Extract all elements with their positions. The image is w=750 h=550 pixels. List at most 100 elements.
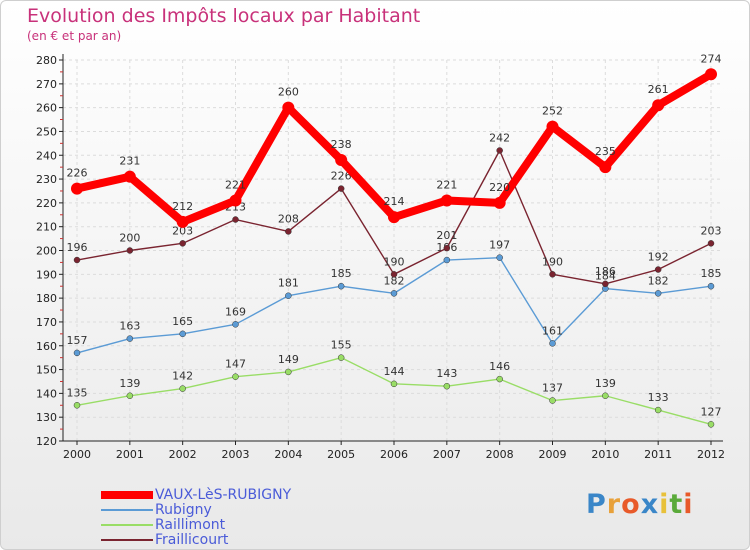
data-label: 139	[119, 377, 140, 390]
y-tick-label: 200	[36, 245, 57, 258]
legend-item-fraillicourt: Fraillicourt	[101, 532, 228, 548]
data-point	[229, 194, 242, 207]
data-label: 252	[542, 105, 563, 118]
data-point	[126, 392, 134, 400]
logo-letter: i	[659, 489, 670, 520]
data-label: 238	[331, 138, 352, 151]
data-point	[73, 349, 81, 357]
data-point	[176, 215, 189, 228]
y-tick-label: 120	[36, 435, 57, 448]
data-point	[443, 382, 451, 390]
legend-label: Rubigny	[155, 502, 212, 518]
data-label: 185	[701, 267, 722, 280]
data-point	[179, 330, 186, 338]
data-point	[179, 385, 186, 392]
data-label: 203	[172, 224, 193, 237]
data-point	[126, 247, 134, 254]
data-point	[285, 368, 292, 376]
data-point	[337, 354, 345, 361]
data-label: 155	[331, 339, 352, 352]
data-label: 274	[701, 52, 722, 65]
data-point	[232, 373, 239, 380]
data-label: 137	[542, 382, 563, 395]
data-point	[602, 280, 609, 288]
data-point	[335, 154, 348, 167]
data-point	[232, 216, 239, 223]
y-tick-label: 130	[36, 411, 57, 424]
data-point	[440, 194, 453, 207]
data-point	[71, 182, 83, 195]
data-label: 169	[225, 305, 246, 318]
x-tick-label: 2009	[539, 448, 567, 461]
y-tick-label: 140	[36, 387, 57, 400]
data-label: 201	[436, 229, 457, 242]
data-label: 220	[489, 181, 510, 194]
data-label: 196	[67, 241, 88, 254]
data-point	[73, 256, 81, 264]
data-label: 226	[331, 170, 352, 183]
x-tick-label: 2004	[274, 448, 302, 461]
data-label: 146	[489, 360, 510, 373]
data-point	[707, 282, 715, 290]
data-label: 200	[119, 232, 140, 245]
legend-item-rubigny: Rubigny	[101, 502, 212, 518]
data-point	[232, 321, 239, 328]
y-tick-label: 180	[36, 292, 57, 305]
data-point	[443, 244, 451, 252]
data-point	[496, 375, 503, 383]
data-point	[654, 266, 662, 273]
logo-letter: o	[621, 489, 641, 520]
data-point	[496, 147, 503, 154]
data-label: 163	[119, 320, 140, 333]
data-label: 182	[384, 274, 405, 287]
logo-letter: t	[669, 489, 684, 520]
data-label: 165	[172, 315, 193, 328]
legend-label: Raillimont	[155, 517, 226, 533]
data-label: 226	[67, 167, 88, 180]
y-tick-label: 150	[36, 364, 57, 377]
data-point	[337, 185, 345, 192]
data-label: 192	[648, 251, 669, 264]
y-tick-label: 210	[36, 221, 57, 234]
data-label: 142	[172, 370, 193, 383]
data-label: 161	[542, 324, 563, 337]
data-point	[390, 271, 398, 278]
data-label: 182	[648, 274, 669, 287]
data-point	[390, 290, 398, 297]
legend-swatch	[101, 524, 153, 526]
data-point	[179, 240, 186, 247]
data-point	[549, 397, 556, 404]
data-point	[652, 99, 665, 112]
data-point	[493, 196, 506, 209]
data-label: 139	[595, 377, 616, 390]
data-point	[126, 335, 134, 342]
data-point	[602, 392, 609, 400]
y-tick-label: 270	[36, 78, 57, 91]
data-label: 157	[67, 334, 88, 347]
logo-letter: x	[640, 489, 660, 520]
data-label: 190	[542, 255, 563, 268]
data-point	[337, 282, 345, 290]
data-point	[123, 170, 136, 183]
data-point	[282, 101, 295, 114]
logo-letter: r	[606, 489, 622, 520]
data-label: 185	[331, 267, 352, 280]
chart-title: Evolution des Impôts locaux par Habitant	[27, 5, 421, 27]
data-point	[546, 120, 559, 133]
data-label: 133	[648, 391, 669, 404]
y-tick-label: 250	[36, 125, 57, 138]
data-point	[443, 256, 451, 264]
data-point	[549, 340, 556, 347]
data-label: 135	[67, 386, 88, 399]
data-point	[73, 402, 81, 409]
data-label: 147	[225, 358, 246, 371]
data-label: 260	[278, 86, 299, 99]
data-label: 181	[278, 277, 299, 290]
y-tick-label: 240	[36, 149, 57, 162]
y-tick-label: 280	[36, 54, 57, 67]
data-label: 221	[436, 178, 457, 191]
logo-letter: i	[683, 489, 694, 520]
y-tick-label: 160	[36, 340, 57, 353]
data-label: 186	[595, 265, 616, 278]
